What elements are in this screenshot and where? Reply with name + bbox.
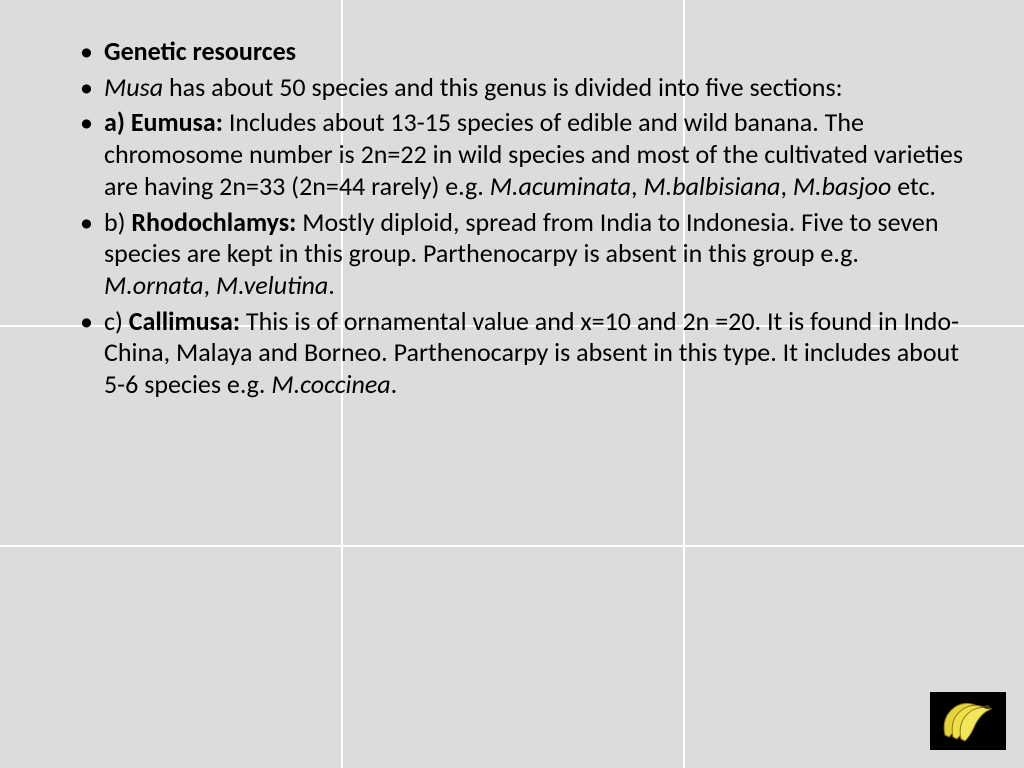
rhod-prefix: b) <box>104 206 131 238</box>
sep: , <box>631 170 643 202</box>
sep: , <box>780 170 792 202</box>
rhod-label: Rhodochlamys: <box>131 206 296 238</box>
intro-rest: has about 50 species and this genus is d… <box>163 71 842 103</box>
calli-eg1: M.coccinea <box>271 368 390 400</box>
calli-prefix: c) <box>104 305 129 337</box>
intro-lead: Musa <box>104 71 163 103</box>
eumusa-label: a) Eumusa: <box>104 106 223 138</box>
banana-image <box>930 692 1006 750</box>
rhod-eg1: M.ornata <box>104 269 204 301</box>
eumusa-tail: etc. <box>891 170 936 202</box>
slide-content: Genetic resources Musa has about 50 spec… <box>76 36 968 405</box>
banana-icon <box>935 697 1001 745</box>
bullet-title: Genetic resources <box>76 36 968 68</box>
bullet-intro: Musa has about 50 species and this genus… <box>76 72 968 104</box>
calli-tail: . <box>391 368 398 400</box>
sep: , <box>204 269 216 301</box>
title-text: Genetic resources <box>104 35 296 67</box>
rhod-eg2: M.velutina <box>216 269 328 301</box>
eumusa-eg2: M.balbisiana <box>643 170 780 202</box>
rhod-tail: . <box>328 269 335 301</box>
eumusa-eg1: M.acuminata <box>490 170 631 202</box>
bullet-list: Genetic resources Musa has about 50 spec… <box>76 36 968 401</box>
bullet-eumusa: a) Eumusa: Includes about 13-15 species … <box>76 107 968 202</box>
calli-label: Callimusa: <box>129 305 240 337</box>
eumusa-eg3: M.basjoo <box>793 170 892 202</box>
bullet-callimusa: c) Callimusa: This is of ornamental valu… <box>76 306 968 401</box>
bullet-rhodochlamys: b) Rhodochlamys: Mostly diploid, spread … <box>76 207 968 302</box>
